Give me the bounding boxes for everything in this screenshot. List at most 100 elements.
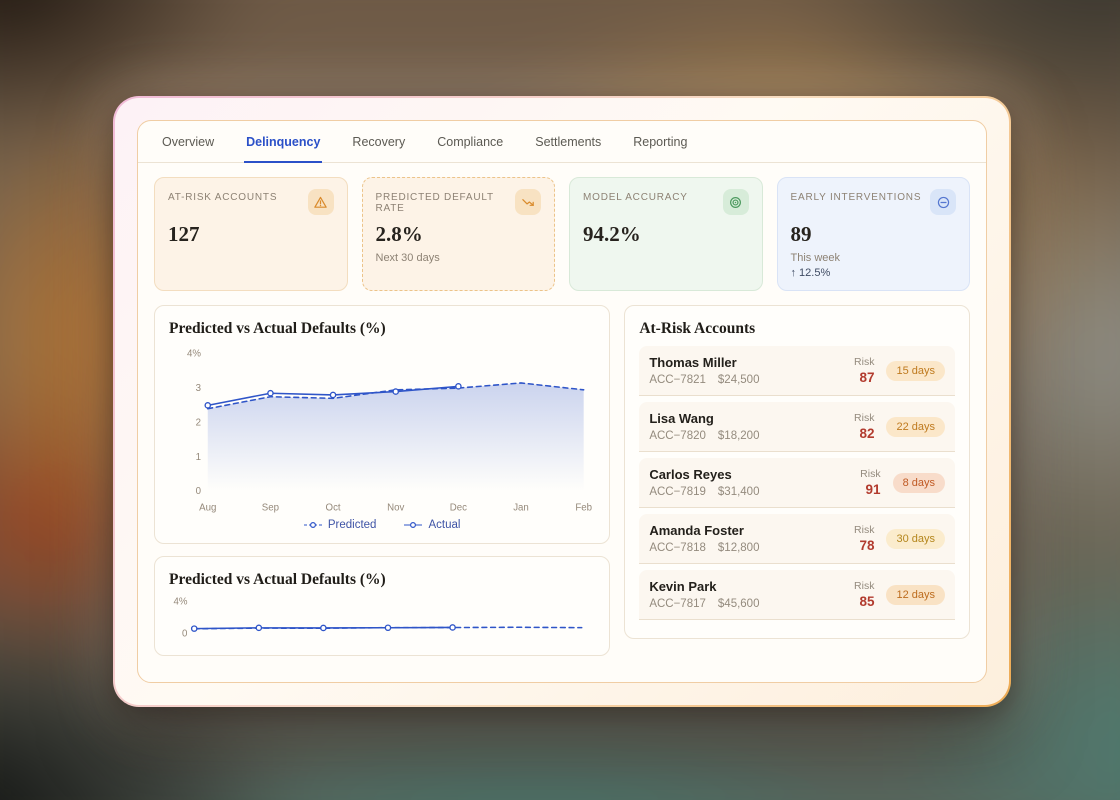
predicted-line-marker-icon [303, 521, 322, 528]
account-name: Carlos Reyes [649, 467, 732, 482]
risk-label: Risk [854, 580, 875, 592]
legend-item-actual[interactable]: Actual [404, 519, 460, 531]
days-badge: 12 days [886, 584, 945, 605]
at-risk-row[interactable]: Thomas Miller ACC−7821 $24,500 Risk 87 1… [639, 346, 955, 396]
account-amount: $31,400 [717, 486, 760, 498]
stat-label: PREDICTED DEFAULT RATE [375, 192, 494, 214]
account-amount: $12,800 [717, 542, 760, 554]
at-risk-column: At-Risk Accounts Thomas Miller ACC−7821 … [624, 305, 970, 639]
stat-delta: ↑ 12.5% [790, 267, 831, 279]
dashboard-panel: Overview Delinquency Recovery Compliance… [137, 120, 987, 683]
svg-text:3: 3 [196, 383, 201, 394]
account-name: Amanda Foster [649, 523, 744, 538]
chart-title: Predicted vs Actual Defaults (%) [169, 320, 386, 337]
svg-text:Sep: Sep [262, 503, 279, 514]
charts-column: Predicted vs Actual Defaults (%) 0 1 2 3 4% A… [154, 305, 611, 656]
svg-text:4%: 4% [187, 349, 201, 360]
svg-text:0: 0 [196, 486, 201, 497]
stat-label: EARLY INTERVENTIONS [790, 192, 922, 203]
warning-triangle-icon [307, 189, 334, 215]
actual-line-marker-icon [404, 521, 423, 528]
account-details: ACC−7820 $18,200 [649, 430, 759, 442]
account-number: ACC−7821 [649, 374, 706, 386]
days-badge: 30 days [886, 528, 945, 549]
risk-label: Risk [854, 412, 875, 424]
account-name: Lisa Wang [649, 411, 714, 426]
risk-label: Risk [854, 356, 875, 368]
chart-legend: Predicted Actual [169, 519, 595, 531]
at-risk-list: Thomas Miller ACC−7821 $24,500 Risk 87 1… [639, 346, 955, 620]
stat-label: AT-RISK ACCOUNTS [168, 192, 278, 203]
account-number: ACC−7820 [649, 430, 706, 442]
risk-score: 78 [859, 538, 875, 553]
stat-card-at-risk-accounts: AT-RISK ACCOUNTS 127 [154, 177, 348, 291]
risk-score: 87 [859, 370, 875, 385]
svg-text:Jan: Jan [513, 503, 529, 514]
at-risk-row[interactable]: Kevin Park ACC−7817 $45,600 Risk 85 12 d… [639, 570, 955, 620]
tab-compliance[interactable]: Compliance [437, 135, 504, 149]
stat-card-model-accuracy: MODEL ACCURACY 94.2% [569, 177, 763, 291]
stat-card-early-interventions: EARLY INTERVENTIONS 89 This week ↑ 12.5% [776, 177, 970, 291]
dashboard-window: Overview Delinquency Recovery Compliance… [113, 96, 1011, 707]
defaults-line-chart-mini: 0 4% [173, 596, 583, 639]
risk-label: Risk [860, 468, 881, 480]
account-number: ACC−7819 [649, 486, 706, 498]
tab-delinquency[interactable]: Delinquency [244, 121, 323, 163]
at-risk-row[interactable]: Amanda Foster ACC−7818 $12,800 Risk 78 3… [639, 514, 955, 564]
account-number: ACC−7817 [649, 598, 706, 610]
legend-label: Actual [428, 518, 461, 531]
svg-text:2: 2 [196, 417, 201, 428]
svg-text:Oct: Oct [326, 503, 341, 514]
chart-title: Predicted vs Actual Defaults (%) [169, 570, 386, 588]
svg-text:1: 1 [196, 452, 201, 463]
legend-item-predicted[interactable]: Predicted [303, 518, 377, 531]
account-amount: $24,500 [717, 374, 760, 386]
stat-subtext: This week [790, 252, 841, 264]
tab-reporting[interactable]: Reporting [633, 135, 688, 149]
circle-minus-icon [930, 189, 956, 215]
defaults-line-chart: 0 1 2 3 4% Aug Sep Oct Nov Dec Jan Feb [187, 349, 592, 514]
stat-value: 89 [790, 222, 812, 246]
stat-value: 2.8% [375, 222, 423, 246]
main-content: Predicted vs Actual Defaults (%) 0 1 2 3 4% A… [138, 291, 986, 682]
defaults-chart-card: Predicted vs Actual Defaults (%) 0 1 2 3 4% A… [154, 305, 611, 544]
days-badge: 15 days [886, 360, 945, 381]
account-details: ACC−7818 $12,800 [649, 542, 759, 554]
at-risk-row[interactable]: Lisa Wang ACC−7820 $18,200 Risk 82 22 da… [639, 402, 955, 452]
days-badge: 22 days [886, 416, 945, 437]
svg-text:Dec: Dec [450, 503, 467, 514]
account-name: Kevin Park [649, 579, 717, 594]
stat-value: 94.2% [583, 222, 641, 246]
target-icon [722, 189, 749, 215]
account-details: ACC−7821 $24,500 [649, 374, 759, 386]
days-badge: 8 days [892, 472, 945, 493]
tab-overview[interactable]: Overview [162, 135, 215, 149]
risk-score: 91 [865, 482, 881, 497]
risk-score: 82 [859, 426, 875, 441]
account-details: ACC−7819 $31,400 [649, 486, 759, 498]
account-amount: $45,600 [717, 598, 760, 610]
account-amount: $18,200 [717, 430, 760, 442]
at-risk-panel: At-Risk Accounts Thomas Miller ACC−7821 … [624, 305, 970, 639]
risk-label: Risk [854, 524, 875, 536]
at-risk-row[interactable]: Carlos Reyes ACC−7819 $31,400 Risk 91 8 … [639, 458, 955, 508]
svg-text:Feb: Feb [575, 503, 592, 514]
account-number: ACC−7818 [649, 542, 706, 554]
stat-label: MODEL ACCURACY [583, 192, 688, 203]
tab-bar: Overview Delinquency Recovery Compliance… [138, 121, 986, 163]
at-risk-title: At-Risk Accounts [639, 320, 756, 337]
legend-label: Predicted [327, 518, 377, 531]
svg-text:Nov: Nov [387, 503, 404, 514]
stat-card-predicted-default-rate: PREDICTED DEFAULT RATE 2.8% Next 30 days [361, 177, 555, 291]
risk-score: 85 [859, 594, 875, 609]
svg-text:4%: 4% [173, 596, 187, 607]
defaults-chart-card-mini: Predicted vs Actual Defaults (%) 0 4% [154, 555, 611, 656]
stats-row: AT-RISK ACCOUNTS 127 PREDICTED DEFAULT R… [138, 163, 986, 291]
trend-down-icon [515, 189, 541, 215]
svg-text:0: 0 [182, 628, 187, 639]
stat-subtext: Next 30 days [375, 252, 440, 264]
tab-settlements[interactable]: Settlements [535, 135, 602, 149]
stat-value: 127 [168, 222, 200, 246]
tab-recovery[interactable]: Recovery [352, 135, 406, 149]
